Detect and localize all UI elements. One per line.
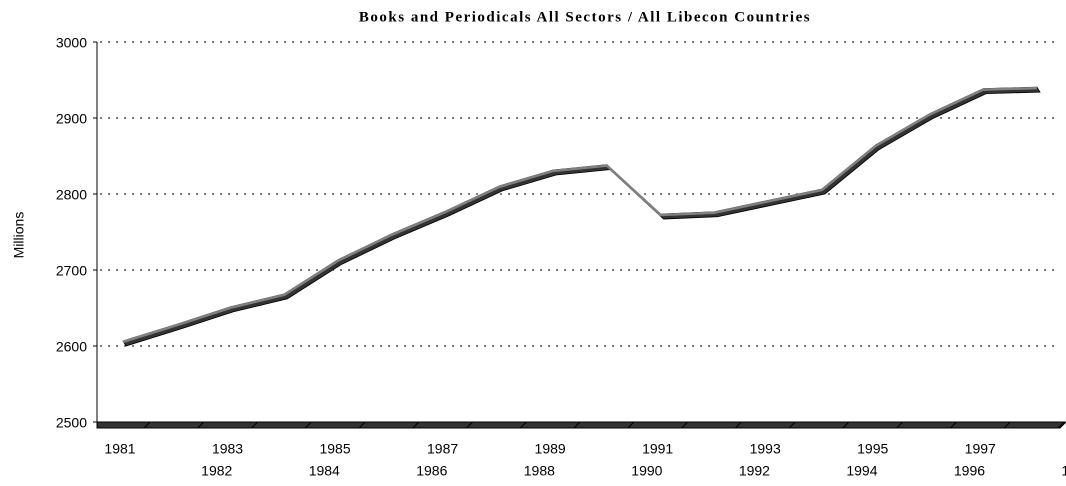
line-ribbon	[122, 86, 1041, 347]
y-tick-label: 2800	[56, 187, 87, 203]
x-tick-label: 1995	[857, 441, 888, 457]
x-tick-label: 1994	[846, 463, 877, 479]
x-tick-label: 1991	[642, 441, 673, 457]
x-tick	[412, 421, 420, 429]
x-tick-label: 1986	[416, 463, 447, 479]
x-tick	[519, 421, 527, 429]
x-tick-label: 1996	[954, 463, 985, 479]
x-tick-label: 1985	[319, 441, 350, 457]
x-tick-label: 1987	[427, 441, 458, 457]
y-tick-label: 3000	[56, 35, 87, 51]
x-tick	[251, 421, 258, 429]
y-tick-label: 2700	[56, 263, 87, 279]
y-tick-label: 2500	[56, 415, 87, 431]
x-tick	[573, 421, 581, 429]
x-tick-label: 1989	[535, 441, 566, 457]
y-axis-label: Millions	[11, 212, 27, 259]
x-tick	[358, 421, 366, 429]
x-tick	[842, 421, 850, 429]
x-tick-label: 1984	[309, 463, 340, 479]
y-tick-label: 2900	[56, 111, 87, 127]
y-tick-label: 2600	[56, 339, 87, 355]
x-tick	[304, 421, 312, 429]
x-tick	[1057, 421, 1065, 429]
x-tick	[735, 421, 742, 429]
x-tick-label: 1981	[104, 441, 135, 457]
x-tick	[681, 421, 689, 429]
x-tick-label: 1982	[201, 463, 232, 479]
x-tick	[1003, 421, 1011, 429]
x-tick-label: 1992	[739, 463, 770, 479]
x-tick	[950, 421, 957, 429]
x-tick-label: 1988	[524, 463, 555, 479]
x-tick	[788, 421, 796, 429]
x-tick	[627, 421, 635, 429]
x-tick	[197, 421, 205, 429]
x-tick	[143, 421, 151, 429]
x-tick-label: 1993	[750, 441, 781, 457]
x-tick	[896, 421, 904, 429]
x-tick-label: 1997	[965, 441, 996, 457]
x-tick	[466, 421, 473, 429]
x-tick-label: 1998	[1061, 463, 1066, 479]
floor	[96, 421, 1066, 429]
x-tick-label: 1990	[631, 463, 662, 479]
line-series	[122, 86, 1038, 344]
chart-title: Books and Periodicals All Sectors / All …	[359, 9, 811, 25]
x-tick-label: 1983	[212, 441, 243, 457]
